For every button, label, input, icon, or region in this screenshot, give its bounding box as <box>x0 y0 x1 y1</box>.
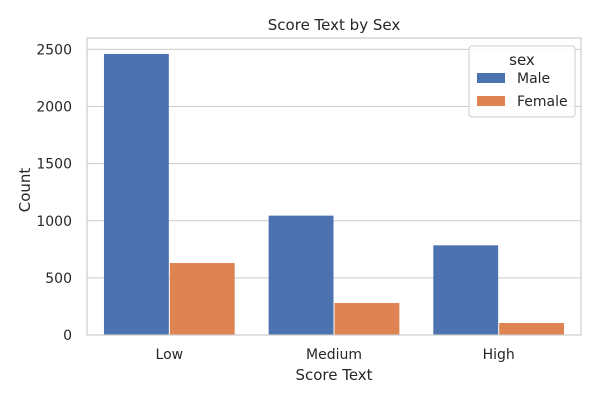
bars <box>103 53 565 335</box>
bar-male-low <box>103 53 169 335</box>
y-tick-label: 2500 <box>36 42 72 58</box>
legend-title: sex <box>509 51 535 69</box>
bar-male-medium <box>268 215 334 335</box>
x-tick-labels: Low Medium High <box>156 347 515 363</box>
chart-title: Score Text by Sex <box>268 16 401 34</box>
x-tick-label: Medium <box>306 347 362 363</box>
legend-label-male: Male <box>517 71 550 87</box>
legend-swatch-female <box>477 96 505 106</box>
y-tick-label: 1000 <box>36 214 72 230</box>
legend-label-female: Female <box>517 94 568 110</box>
x-axis-label: Score Text <box>295 366 372 384</box>
y-tick-label: 500 <box>45 271 72 287</box>
y-tick-label: 1500 <box>36 157 72 173</box>
y-axis-label: Count <box>16 168 34 213</box>
bar-female-medium <box>334 303 400 335</box>
x-tick-label: High <box>483 347 515 363</box>
legend: sex Male Female <box>468 45 576 118</box>
bar-male-high <box>433 245 499 335</box>
y-tick-labels: 0 500 1000 1500 2000 2500 <box>36 42 72 344</box>
plot-frame <box>86 37 582 336</box>
bar-female-low <box>169 263 235 335</box>
y-tick-label: 0 <box>63 328 72 344</box>
x-tick-label: Low <box>156 347 184 363</box>
y-tick-label: 2000 <box>36 100 72 116</box>
legend-swatch-male <box>477 73 505 83</box>
bar-female-high <box>499 323 565 335</box>
